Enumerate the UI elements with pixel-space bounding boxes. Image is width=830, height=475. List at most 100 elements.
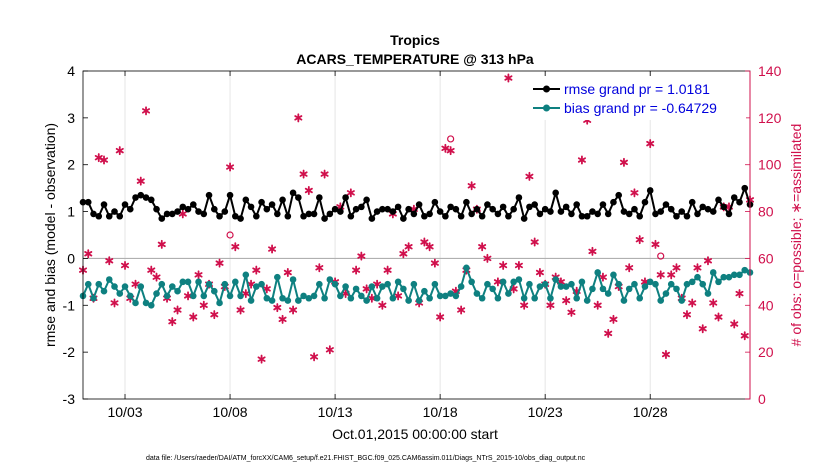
bias-point — [667, 280, 675, 288]
rmse-point — [90, 210, 97, 218]
obs-possible-marker — [226, 231, 234, 239]
obs-assimilated-marker — [740, 331, 749, 341]
x-axis: 10/03 10/08 10/13 10/18 10/23 10/28 — [107, 71, 668, 420]
obs-asterisk-stroke — [147, 267, 156, 273]
obs-asterisk-stroke — [709, 300, 718, 306]
y-axis-label-left: rmse and bias (model - observation) — [42, 123, 58, 347]
bias-point — [121, 283, 129, 290]
bias-point — [641, 283, 649, 290]
legend: rmse grand pr = 1.0181 bias grand pr = -… — [528, 76, 746, 120]
obs-assimilated-marker — [184, 291, 193, 301]
obs-assimilated-marker — [105, 256, 114, 266]
rmse-point — [557, 208, 565, 215]
rmse-point — [289, 189, 297, 197]
obs-assimilated-marker — [420, 237, 429, 247]
bias-point — [526, 280, 533, 288]
obs-asterisk-stroke — [189, 314, 198, 320]
obs-assimilated-marker — [315, 263, 324, 273]
obs-assimilated-marker — [646, 139, 655, 149]
rmse-point — [452, 205, 460, 213]
obs-assimilated-marker — [735, 289, 744, 299]
bias-point — [578, 278, 586, 286]
obs-asterisk-stroke — [604, 330, 613, 337]
rmse-point — [673, 212, 680, 220]
rmse-point — [667, 205, 675, 213]
rmse-point — [610, 198, 617, 206]
obs-asterisk-stroke — [635, 236, 644, 243]
rmse-point — [347, 212, 355, 220]
rmse-point — [426, 210, 433, 218]
obs-assimilated-marker — [194, 270, 203, 280]
rmse-point — [195, 208, 202, 215]
bias-point — [331, 280, 339, 288]
rmse-point — [520, 215, 528, 222]
bias-point — [704, 290, 712, 297]
rmse-point — [562, 203, 570, 211]
obs-assimilated-marker — [231, 242, 240, 252]
bias-point — [253, 283, 260, 290]
obs-assimilated-marker — [120, 260, 130, 270]
obs-asterisk-stroke — [194, 272, 203, 278]
rmse-point — [174, 208, 181, 215]
obs-asterisk-stroke — [493, 279, 502, 285]
rmse-point — [111, 208, 118, 215]
left-tick-label: -3 — [63, 391, 76, 407]
obs-asterisk-stroke — [262, 286, 271, 292]
bias-point — [147, 301, 155, 309]
obs-asterisk-stroke — [546, 302, 555, 308]
bias-point — [547, 294, 554, 302]
obs-asterisk-stroke — [341, 290, 350, 297]
x-tick-label: 10/28 — [633, 404, 668, 420]
obs-asterisk-stroke — [152, 274, 161, 280]
obs-asterisk-stroke — [499, 262, 508, 269]
obs-assimilated-marker — [667, 270, 676, 280]
obs-asterisk-stroke — [714, 314, 723, 320]
obs-asterisk-stroke — [320, 171, 329, 177]
rmse-point — [137, 191, 145, 199]
obs-assimilated-marker — [147, 265, 156, 275]
obs-asterisk-stroke — [425, 244, 434, 250]
obs-asterisk-stroke — [525, 173, 534, 180]
obs-asterisk-stroke — [436, 314, 445, 320]
x-tick-label: 10/18 — [423, 404, 458, 420]
bias-point — [484, 280, 491, 288]
obs-assimilated-marker — [310, 352, 319, 362]
left-tick-label: -1 — [63, 297, 76, 313]
x-tick-label: 10/08 — [213, 404, 248, 420]
rmse-point — [683, 212, 691, 220]
obs-assimilated-marker — [273, 303, 282, 313]
obs-assimilated-marker — [299, 169, 308, 179]
rmse-point — [463, 198, 470, 206]
rmse-point — [237, 215, 244, 222]
rmse-point — [310, 210, 318, 218]
obs-asterisk-stroke — [383, 267, 392, 273]
bias-point — [200, 292, 208, 300]
bias-point — [489, 285, 496, 293]
rmse-point — [258, 198, 265, 206]
rmse-point — [305, 210, 313, 218]
rmse-point — [604, 210, 612, 218]
obs-asterisk-stroke — [226, 164, 235, 170]
left-tick-label: 1 — [67, 204, 75, 220]
bias-point — [468, 278, 475, 286]
bias-point — [205, 280, 213, 288]
rmse-point — [489, 205, 496, 213]
obs-assimilated-marker — [478, 242, 487, 252]
bias-point — [688, 278, 696, 286]
obs-assimilated-marker — [304, 185, 313, 195]
obs-asterisk-stroke — [289, 307, 298, 313]
bias-point — [258, 280, 265, 288]
obs-asterisk-stroke — [625, 265, 634, 271]
obs-asterisk-stroke — [105, 258, 114, 264]
obs-asterisk-stroke — [535, 269, 544, 276]
rmse-point — [316, 194, 323, 201]
obs-asterisk-stroke — [483, 255, 492, 262]
bias-point — [730, 271, 738, 279]
bias-point — [221, 280, 229, 288]
bias-point — [573, 294, 580, 302]
bias-point — [610, 271, 617, 279]
obs-asterisk-stroke — [661, 351, 670, 358]
obs-asterisk-stroke — [562, 297, 571, 304]
obs-assimilated-marker — [131, 279, 140, 289]
rmse-point — [741, 184, 749, 192]
